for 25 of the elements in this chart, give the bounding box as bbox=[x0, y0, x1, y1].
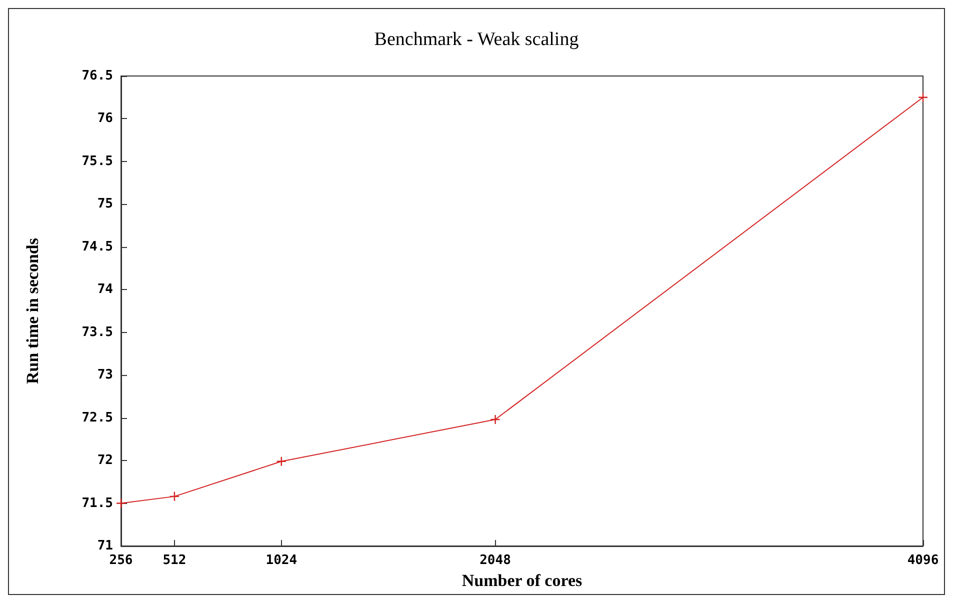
y-tick-label: 76 bbox=[97, 111, 114, 126]
y-tick-label: 72 bbox=[97, 453, 113, 468]
y-tick-label: 73.5 bbox=[82, 324, 113, 340]
point bbox=[276, 456, 286, 466]
x-tick-label: 256 bbox=[109, 553, 133, 568]
point bbox=[918, 92, 928, 102]
point bbox=[169, 491, 180, 502]
y-tick-label: 74 bbox=[97, 282, 114, 298]
y-tick-label: 71 bbox=[97, 538, 114, 554]
point bbox=[490, 414, 500, 425]
x-tick-label: 512 bbox=[162, 553, 186, 568]
y-tick-label: 72.5 bbox=[82, 410, 113, 426]
x-axis-title: Number of cores bbox=[462, 571, 582, 590]
y-tick-label: 74.5 bbox=[82, 239, 113, 254]
x-tick-label: 1024 bbox=[266, 553, 298, 568]
point bbox=[116, 498, 126, 508]
chart-title: Benchmark - Weak scaling bbox=[374, 29, 580, 50]
x-tick-label: 2048 bbox=[480, 553, 512, 568]
y-tick-label: 75 bbox=[97, 196, 113, 212]
y-axis-title: Run time in seconds bbox=[23, 238, 42, 384]
x-tick-label: 4096 bbox=[907, 553, 939, 568]
y-tick-label: 75.5 bbox=[82, 154, 113, 169]
y-tick-label: 73 bbox=[97, 368, 113, 383]
y-tick-label: 76.5 bbox=[82, 68, 113, 84]
y-tick-label: 71.5 bbox=[82, 496, 113, 511]
